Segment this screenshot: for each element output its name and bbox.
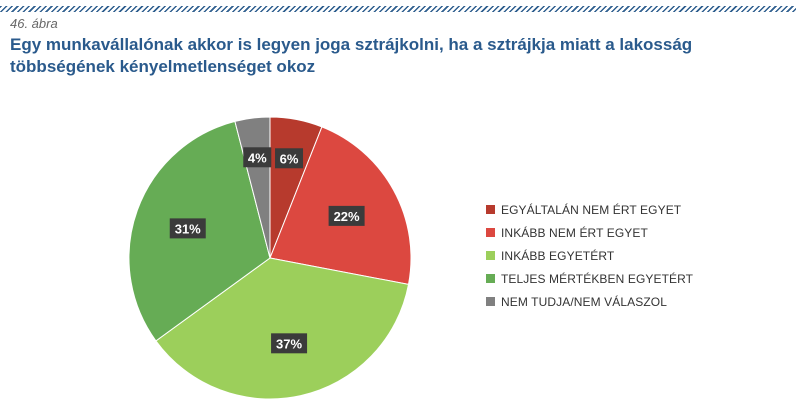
data-label-box-1: [275, 148, 304, 169]
legend-label: INKÁBB NEM ÉRT EGYET: [501, 225, 648, 240]
top-divider: [0, 6, 796, 12]
data-label-5: 4%: [248, 150, 267, 165]
legend-swatch: [486, 251, 495, 260]
legend-swatch: [486, 274, 495, 283]
data-label-box-5: [243, 147, 272, 168]
chart-legend: EGYÁLTALÁN NEM ÉRT EGYET INKÁBB NEM ÉRT E…: [486, 198, 693, 313]
data-label-box-4: [169, 218, 206, 239]
legend-label: NEM TUDJA/NEM VÁLASZOL: [501, 294, 668, 309]
pie-slice-3: [155, 257, 410, 400]
legend-item-5: NEM TUDJA/NEM VÁLASZOL: [486, 290, 693, 313]
figure-label: 46. ábra: [10, 16, 58, 31]
data-label-2: 22%: [334, 209, 360, 224]
chart-title: Egy munkavállalónak akkor is legyen joga…: [10, 35, 693, 76]
legend-label: TELJES MÉRTÉKBEN EGYETÉRT: [501, 271, 694, 286]
legend-item-3: INKÁBB EGYETÉRT: [486, 244, 693, 267]
data-label-3: 37%: [276, 336, 302, 351]
legend-label: EGYÁLTALÁN NEM ÉRT EGYET: [501, 202, 682, 217]
data-label-1: 6%: [280, 151, 299, 166]
data-label-box-2: [328, 205, 365, 226]
data-label-4: 31%: [175, 221, 201, 236]
legend-item-2: INKÁBB NEM ÉRT EGYET: [486, 221, 693, 244]
pie-slice-2: [269, 126, 412, 286]
legend-swatch: [486, 228, 495, 237]
data-label-box-3: [271, 333, 308, 354]
legend-label: INKÁBB EGYETÉRT: [501, 248, 615, 263]
legend-item-4: TELJES MÉRTÉKBEN EGYETÉRT: [486, 267, 693, 290]
legend-swatch: [486, 205, 495, 214]
legend-swatch: [486, 297, 495, 306]
legend-item-1: EGYÁLTALÁN NEM ÉRT EGYET: [486, 198, 693, 221]
